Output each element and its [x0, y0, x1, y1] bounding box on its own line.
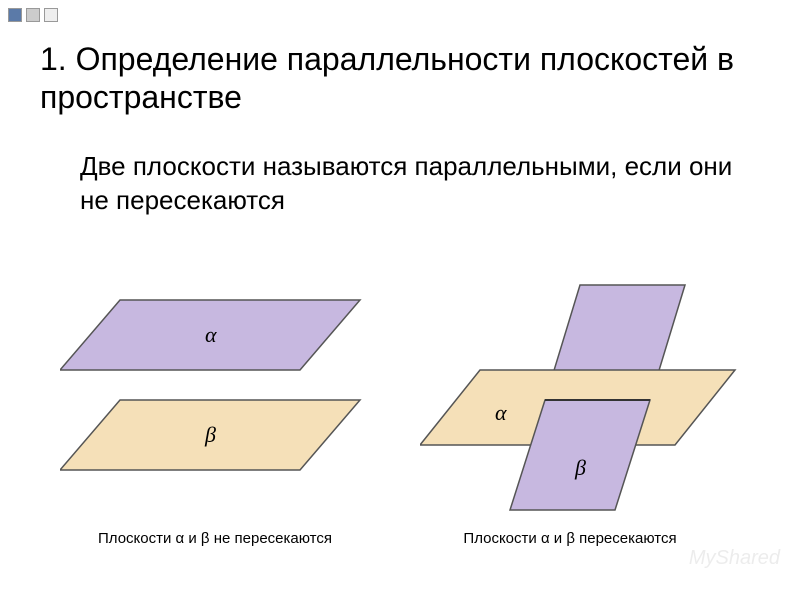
slide-title: 1. Определение параллельности плоскостей… — [40, 40, 760, 117]
parallel-planes-svg: α β — [60, 290, 380, 520]
plane-beta-label: β — [204, 422, 216, 447]
deco-square-1 — [8, 8, 22, 22]
intersecting-planes-svg: α β — [420, 270, 760, 530]
figure-parallel-planes: α β — [60, 290, 380, 520]
figure-intersecting-planes: α β — [420, 270, 760, 530]
caption-right: Плоскости α и β пересекаются — [400, 530, 740, 547]
corner-decoration — [8, 8, 58, 22]
plane-alpha-label: α — [205, 322, 217, 347]
plane-alpha-h-label: α — [495, 400, 507, 425]
deco-square-3 — [44, 8, 58, 22]
deco-square-2 — [26, 8, 40, 22]
caption-left: Плоскости α и β не пересекаются — [60, 530, 370, 547]
figures-area: α β α β Плоскости α и β не пересекаются … — [0, 290, 800, 550]
plane-beta-v-label: β — [574, 455, 586, 480]
definition-text: Две плоскости называются параллельными, … — [80, 150, 760, 218]
watermark: MyShared — [689, 547, 780, 570]
